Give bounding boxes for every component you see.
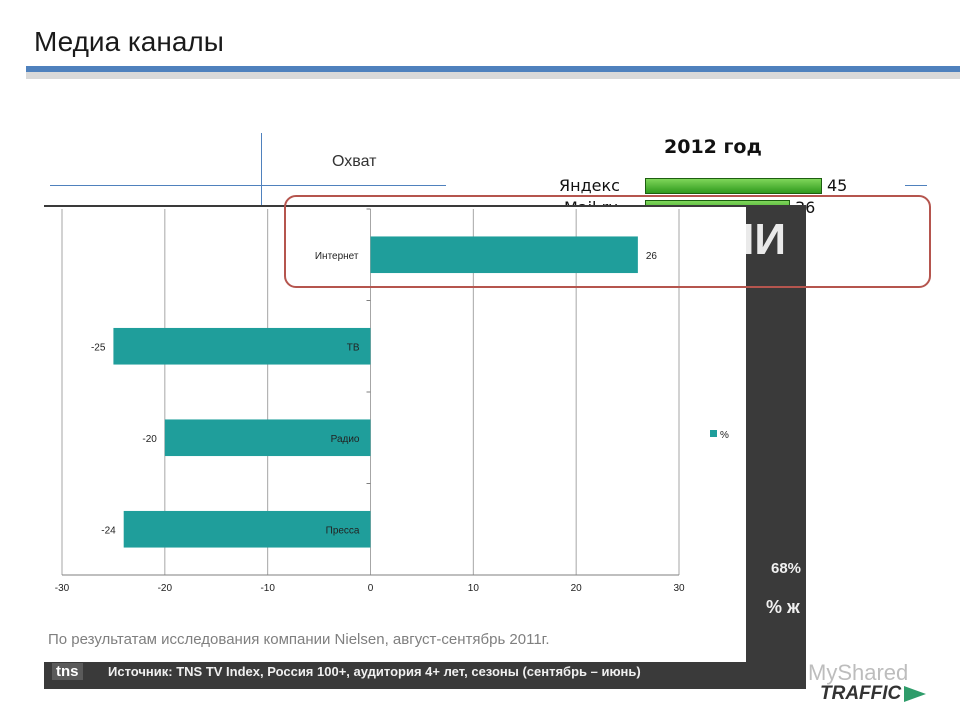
data-label-2: -20 xyxy=(142,434,157,445)
background-source-text: Источник: TNS TV Index, Россия 100+, ауд… xyxy=(108,664,641,679)
legend-label: % xyxy=(720,430,729,441)
category-label-2: Радио xyxy=(331,434,360,445)
slide-title: Медиа каналы xyxy=(34,26,224,57)
data-label-3: -24 xyxy=(101,525,116,536)
traffic-logo-text: TRAFFIC xyxy=(820,683,902,704)
category-label-1: ТВ xyxy=(347,342,360,353)
background-pct-value: 68% xyxy=(771,560,802,577)
x-tick-label-6: 30 xyxy=(673,583,685,594)
x-tick-label-3: 0 xyxy=(368,583,374,594)
highlight-frame xyxy=(284,195,931,288)
bar-1 xyxy=(113,327,371,365)
chart-panel: -30 -20 -10 0 10 20 30 Интернет 26 ТВ -25 Радио -20 П… xyxy=(44,207,746,662)
title-rule-shadow xyxy=(26,72,960,79)
bar-2 xyxy=(164,419,371,457)
axis-line-horizontal xyxy=(50,185,446,186)
background-pct-label: % ж xyxy=(766,597,800,617)
ranking-year: 2012 год xyxy=(664,136,762,158)
tns-logo: tns xyxy=(52,663,83,680)
watermark-logo: MyShared xyxy=(808,660,909,685)
axis-line-right xyxy=(905,185,927,186)
category-label-3: Пресса xyxy=(326,525,360,536)
x-tick-label-1: -20 xyxy=(158,583,173,594)
bar-3 xyxy=(123,510,371,548)
arrow-icon xyxy=(904,685,927,702)
ranking-value-0: 45 xyxy=(827,176,848,195)
axis-line-vertical xyxy=(261,133,262,208)
x-tick-label-4: 10 xyxy=(468,583,480,594)
bar-0 xyxy=(370,236,638,274)
title-rule xyxy=(26,66,960,72)
legend-swatch xyxy=(710,430,717,437)
data-label-1: -25 xyxy=(91,342,106,353)
footnote: По результатам исследования компании Nie… xyxy=(48,631,550,648)
x-tick-label-0: -30 xyxy=(55,583,70,594)
reach-label: Охват xyxy=(332,153,377,170)
data-label-0: 26 xyxy=(646,251,658,262)
ranking-bar-0 xyxy=(645,178,822,194)
x-tick-label-5: 20 xyxy=(571,583,583,594)
category-label-0: Интернет xyxy=(315,251,359,262)
x-tick-label-2: -10 xyxy=(260,583,275,594)
bar-chart: -30 -20 -10 0 10 20 30 Интернет 26 ТВ -25 Радио -20 П… xyxy=(55,208,729,594)
ranking-name-0: Яндекс xyxy=(559,176,620,195)
traffic-logo: TRAFFIC xyxy=(820,683,927,705)
